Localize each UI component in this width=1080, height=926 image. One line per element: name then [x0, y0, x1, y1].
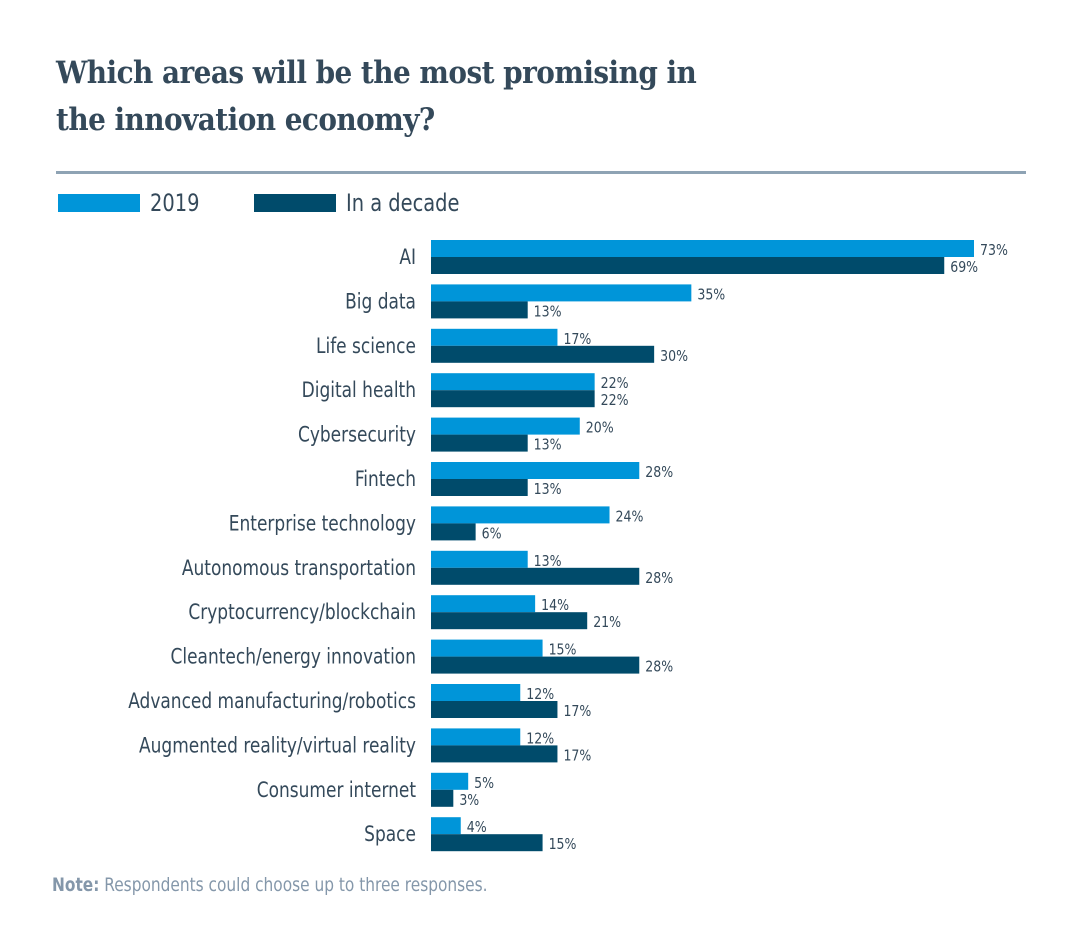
- bar-in-a-decade: [431, 745, 558, 763]
- category-group-ai: AI 73%69%: [399, 240, 1008, 276]
- footnote: Note: Respondents could choose up to thr…: [52, 874, 488, 896]
- legend-swatch-in-a-decade: [254, 194, 336, 212]
- bar-2019: [431, 684, 521, 701]
- bar-in-a-decade: [431, 789, 454, 807]
- category-label: AI: [399, 244, 416, 269]
- data-label-2019: 35%: [697, 286, 725, 304]
- data-label-2019: 73%: [980, 241, 1008, 259]
- category-label: Consumer internet: [257, 777, 416, 802]
- footnote-label: Note:: [52, 874, 100, 896]
- category-group-consumer-internet: Consumer internet 5%3%: [257, 772, 494, 809]
- data-label-2019: 24%: [616, 508, 644, 526]
- data-label-in-a-decade: 17%: [563, 747, 591, 765]
- data-label-in-a-decade: 69%: [950, 258, 978, 276]
- category-label: Advanced manufacturing/robotics: [128, 688, 416, 713]
- data-label-2019: 22%: [601, 375, 629, 393]
- data-label-in-a-decade: 13%: [534, 436, 562, 454]
- category-label: Space: [364, 821, 416, 846]
- bar-in-a-decade: [431, 390, 595, 408]
- category-label: Fintech: [355, 466, 416, 491]
- bar-2019: [431, 284, 692, 302]
- bar-2019: [431, 550, 528, 568]
- data-label-2019: 20%: [586, 419, 614, 437]
- bar-in-a-decade: [431, 434, 528, 452]
- chart-title-line-2: the innovation economy?: [56, 102, 435, 138]
- data-label-in-a-decade: 3%: [459, 791, 479, 809]
- category-label: Augmented reality/virtual reality: [139, 732, 416, 757]
- title-divider: [56, 171, 1026, 174]
- category-group-cryptocurrency-blockchain: Cryptocurrency/blockchain 14% 21%: [188, 595, 621, 631]
- data-label-in-a-decade: 22%: [601, 392, 629, 410]
- legend-label-in-a-decade: In a decade: [346, 189, 460, 217]
- category-label: Cybersecurity: [298, 422, 416, 447]
- bar-in-a-decade: [431, 701, 558, 718]
- bar-in-a-decade: [431, 567, 640, 585]
- category-label: Autonomous transportation: [182, 555, 416, 580]
- legend-item-2019: 2019: [58, 188, 205, 218]
- category-label: Cryptocurrency/blockchain: [188, 599, 416, 624]
- data-label-in-a-decade: 6%: [482, 525, 502, 543]
- bar-in-a-decade: [431, 479, 528, 496]
- bar-2019: [431, 462, 640, 479]
- bar-2019: [431, 772, 469, 790]
- category-label: Digital health: [302, 377, 416, 402]
- category-group-autonomous-transportation: Autonomous transportation 13% 28%: [182, 550, 673, 587]
- category-group-cybersecurity: Cybersecurity 20% 13%: [298, 417, 614, 454]
- bar-2019: [431, 417, 580, 435]
- category-group-augmented-reality-virtual-reality: Augmented reality/virtual reality 12% 17%: [139, 728, 591, 765]
- category-group-cleantech-energy-innovation: Cleantech/energy innovation 15% 28%: [170, 639, 673, 676]
- category-group-fintech: Fintech 28% 13%: [355, 462, 673, 498]
- category-group-digital-health: Digital health 22%22%: [302, 373, 629, 409]
- data-label-in-a-decade: 13%: [534, 480, 562, 498]
- bar-in-a-decade: [431, 257, 945, 274]
- data-label-2019: 17%: [563, 330, 591, 348]
- chart-title: Which areas will be the most promising i…: [56, 50, 704, 144]
- data-label-2019: 12%: [526, 685, 554, 703]
- bar-in-a-decade: [431, 834, 543, 852]
- bar-2019: [431, 728, 521, 746]
- category-group-big-data: Big data 35% 13%: [345, 284, 725, 321]
- data-label-in-a-decade: 28%: [645, 658, 673, 676]
- legend-item-in-a-decade: In a decade: [254, 188, 472, 218]
- footnote-text: Respondents could choose up to three res…: [104, 874, 488, 896]
- bar-in-a-decade: [431, 301, 528, 319]
- category-label: Big data: [345, 288, 416, 313]
- data-label-in-a-decade: 28%: [645, 569, 673, 587]
- data-label-2019: 12%: [526, 730, 554, 748]
- data-label-2019: 4%: [467, 819, 487, 837]
- bar-2019: [431, 595, 536, 613]
- category-label: Enterprise technology: [229, 510, 417, 535]
- bar-2019: [431, 240, 974, 257]
- data-label-2019: 5%: [474, 774, 494, 792]
- bar-in-a-decade: [431, 612, 588, 630]
- data-label-2019: 28%: [645, 463, 673, 481]
- category-group-life-science: Life science 17% 30%: [316, 328, 688, 365]
- data-label-in-a-decade: 21%: [593, 614, 621, 632]
- bar-in-a-decade: [431, 345, 655, 363]
- chart-title-line-1: Which areas will be the most promising i…: [56, 55, 697, 91]
- bar-2019: [431, 373, 595, 391]
- legend-label-2019: 2019: [150, 189, 200, 217]
- data-label-2019: 15%: [549, 641, 577, 659]
- category-group-advanced-manufacturing-robotics: Advanced manufacturing/robotics 12% 17%: [128, 684, 591, 720]
- category-group-space: Space 4% 15%: [364, 817, 576, 853]
- bar-2019: [431, 639, 543, 657]
- bar-2019: [431, 328, 558, 346]
- bar-2019: [431, 506, 610, 524]
- bar-in-a-decade: [431, 656, 640, 674]
- data-label-in-a-decade: 13%: [534, 303, 562, 321]
- legend-swatch-2019: [58, 194, 140, 212]
- data-label-in-a-decade: 30%: [660, 347, 688, 365]
- category-label: Life science: [316, 333, 416, 358]
- data-label-2019: 14%: [541, 597, 569, 615]
- data-label-in-a-decade: 15%: [549, 836, 577, 854]
- bar-2019: [431, 817, 461, 835]
- category-label: Cleantech/energy innovation: [170, 644, 416, 669]
- category-group-enterprise-technology: Enterprise technology 24% 6%: [229, 506, 644, 543]
- data-label-2019: 13%: [534, 552, 562, 570]
- bar-in-a-decade: [431, 523, 476, 541]
- data-label-in-a-decade: 17%: [563, 702, 591, 720]
